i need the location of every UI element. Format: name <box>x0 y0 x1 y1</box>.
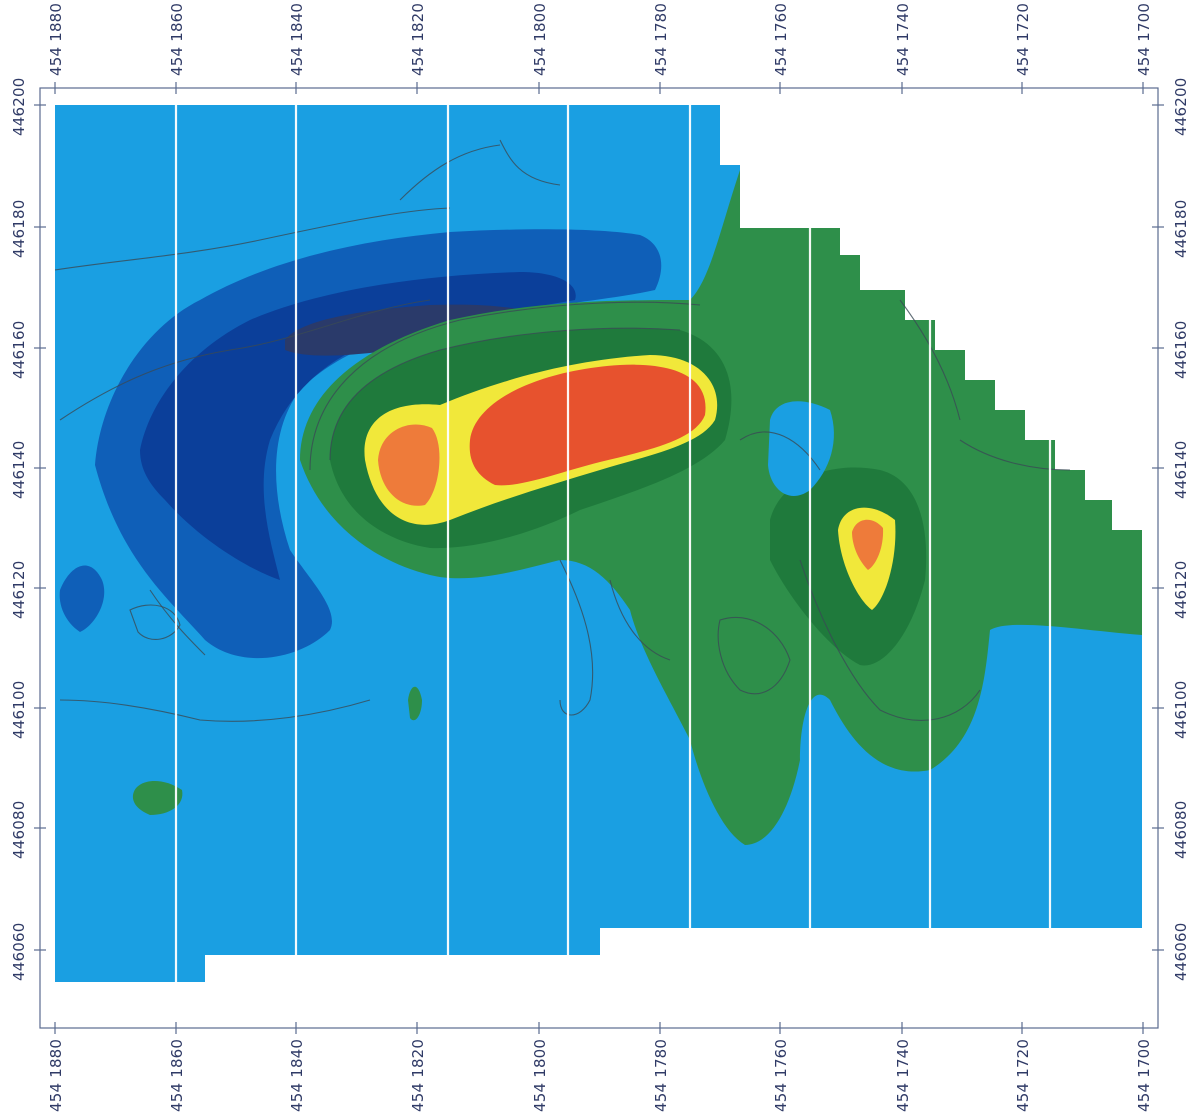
tick-marks <box>34 82 1164 1034</box>
right-axis: 446200 446180 446160 446140 446120 44610… <box>1172 78 1190 981</box>
right-tick-label: 446100 <box>1172 681 1190 739</box>
blue-hole <box>768 401 834 496</box>
peak-west <box>378 424 440 506</box>
bottom-tick-label: 454 1820 <box>409 1039 427 1112</box>
top-tick-label: 454 1740 <box>894 3 912 76</box>
left-tick-label: 446080 <box>10 801 28 859</box>
bottom-tick-label: 454 1720 <box>1014 1039 1032 1112</box>
top-tick-label: 454 1880 <box>47 3 65 76</box>
map-frame <box>39 87 1159 1029</box>
island-small <box>408 686 422 721</box>
bottom-tick-label: 454 1880 <box>47 1039 65 1112</box>
right-tick-label: 446120 <box>1172 561 1190 619</box>
contour-lines <box>54 139 1071 722</box>
peak-central <box>469 364 706 486</box>
top-tick-label: 454 1760 <box>772 3 790 76</box>
right-tick-label: 446200 <box>1172 78 1190 136</box>
top-axis: 454 1880 454 1860 454 1840 454 1820 454 … <box>47 3 1153 76</box>
left-tick-label: 446120 <box>10 561 28 619</box>
left-axis: 446200 446180 446160 446140 446120 44610… <box>10 78 28 981</box>
left-tick-label: 446100 <box>10 681 28 739</box>
bottom-tick-label: 454 1780 <box>652 1039 670 1112</box>
island-sw <box>132 780 183 815</box>
bottom-axis: 454 1880 454 1860 454 1840 454 1820 454 … <box>47 1039 1153 1112</box>
right-tick-label: 446080 <box>1172 801 1190 859</box>
left-tick-label: 446140 <box>10 441 28 499</box>
bottom-tick-label: 454 1860 <box>168 1039 186 1112</box>
grid-lines <box>174 105 1052 982</box>
top-tick-label: 454 1820 <box>409 3 427 76</box>
bottom-tick-label: 454 1700 <box>1135 1039 1153 1112</box>
right-tick-label: 446180 <box>1172 200 1190 258</box>
right-tick-label: 446140 <box>1172 441 1190 499</box>
top-tick-label: 454 1860 <box>168 3 186 76</box>
left-tick-label: 446200 <box>10 78 28 136</box>
right-tick-label: 446160 <box>1172 321 1190 379</box>
right-tick-label: 446060 <box>1172 923 1190 981</box>
island-w <box>59 565 105 632</box>
top-tick-label: 454 1840 <box>288 3 306 76</box>
left-tick-label: 446160 <box>10 321 28 379</box>
bottom-tick-label: 454 1740 <box>894 1039 912 1112</box>
left-tick-label: 446180 <box>10 200 28 258</box>
peak-east <box>852 519 884 570</box>
top-tick-label: 454 1720 <box>1014 3 1032 76</box>
low-region-mid <box>140 272 576 580</box>
bottom-tick-label: 454 1760 <box>772 1039 790 1112</box>
top-tick-label: 454 1780 <box>652 3 670 76</box>
left-tick-label: 446060 <box>10 923 28 981</box>
bottom-tick-label: 454 1800 <box>531 1039 549 1112</box>
top-tick-label: 454 1800 <box>531 3 549 76</box>
top-tick-label: 454 1700 <box>1135 3 1153 76</box>
bottom-tick-label: 454 1840 <box>288 1039 306 1112</box>
